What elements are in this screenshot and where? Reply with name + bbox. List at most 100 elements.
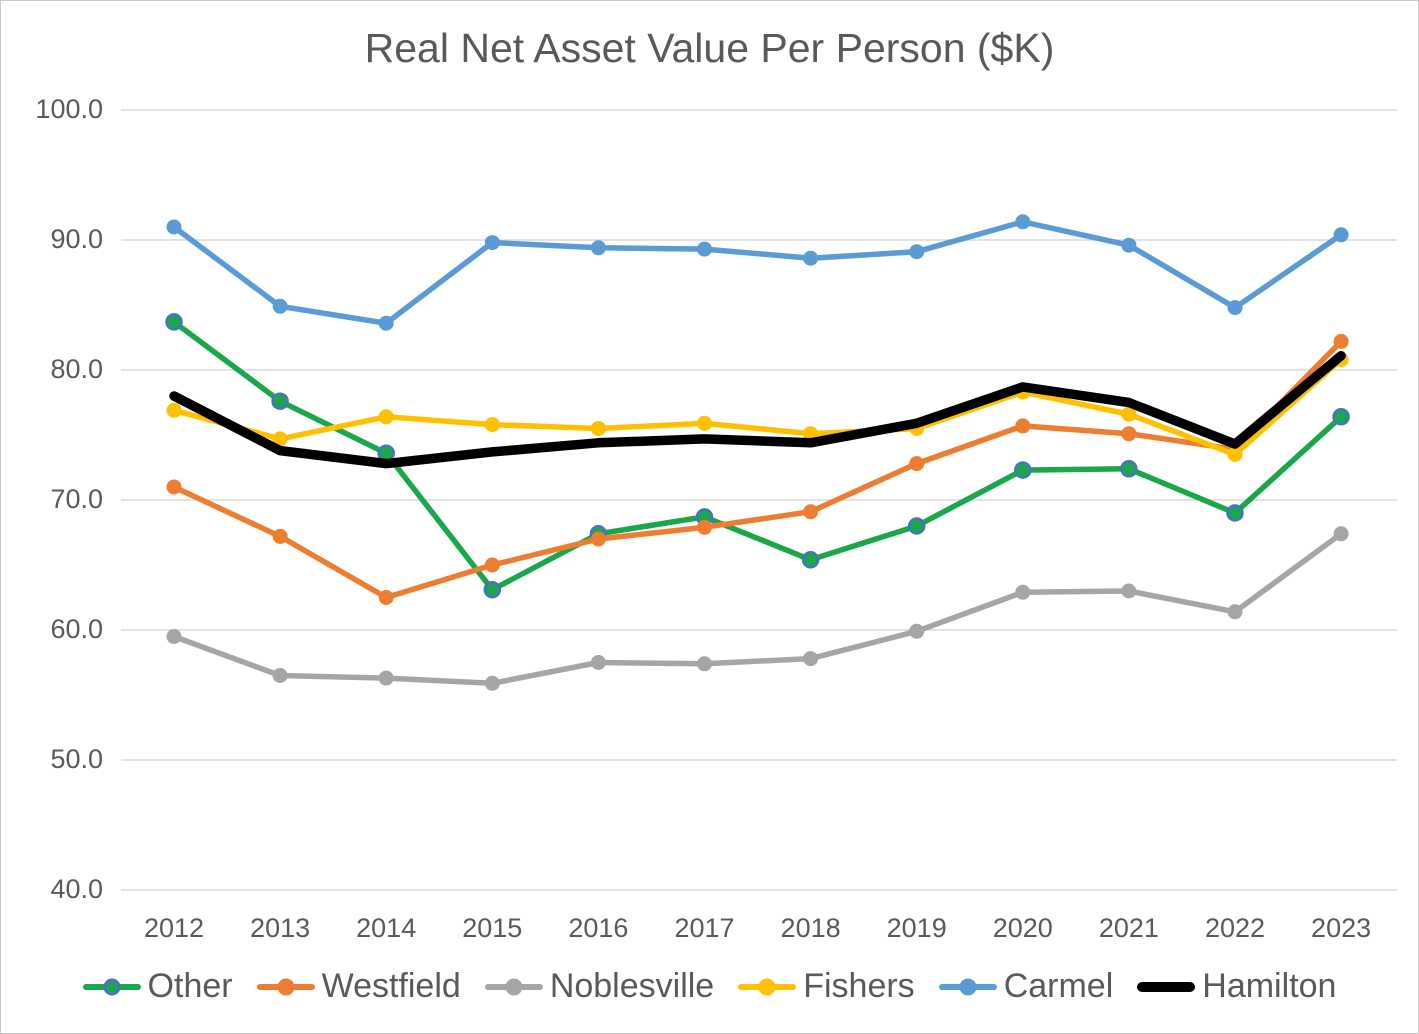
x-tick-label: 2014 bbox=[356, 913, 417, 943]
data-point-marker bbox=[1333, 227, 1349, 243]
data-point-marker bbox=[590, 531, 606, 547]
legend-label: Fishers bbox=[803, 967, 915, 1005]
legend-label: Westfield bbox=[321, 967, 461, 1005]
data-point-marker bbox=[803, 651, 819, 667]
data-point-marker bbox=[1332, 408, 1350, 426]
x-tick-label: 2021 bbox=[1098, 913, 1159, 943]
legend-item-other: Other bbox=[82, 967, 233, 1006]
legend-item-noblesville: Noblesville bbox=[484, 967, 715, 1006]
data-point-marker bbox=[272, 431, 288, 447]
data-point-marker bbox=[590, 655, 606, 670]
data-point-marker bbox=[1226, 504, 1244, 522]
data-point-marker bbox=[166, 402, 182, 418]
legend-line-icon bbox=[1137, 981, 1196, 992]
legend-swatch-westfield bbox=[256, 977, 315, 997]
data-point-marker bbox=[1015, 418, 1031, 434]
y-tick-label: 40.0 bbox=[50, 874, 103, 904]
x-tick-label: 2022 bbox=[1204, 913, 1266, 943]
legend-label: Noblesville bbox=[549, 967, 715, 1005]
data-point-marker bbox=[1333, 333, 1349, 349]
series-line-noblesville bbox=[171, 531, 1344, 687]
legend-item-westfield: Westfield bbox=[256, 967, 461, 1006]
data-point-marker bbox=[378, 315, 394, 331]
legend: Other Westfield Noblesville Fishers Carmel Ha… bbox=[1, 967, 1418, 1006]
x-tick-label: 2015 bbox=[462, 913, 523, 943]
data-point-marker bbox=[907, 517, 926, 535]
legend-label: Hamilton bbox=[1202, 967, 1337, 1005]
data-point-marker bbox=[165, 313, 183, 331]
x-tick-label: 2013 bbox=[250, 913, 311, 943]
data-point-marker bbox=[697, 519, 712, 535]
data-point-marker bbox=[166, 219, 182, 235]
data-point-marker bbox=[484, 417, 500, 433]
legend-swatch-carmel bbox=[938, 977, 997, 997]
data-point-marker bbox=[697, 415, 712, 431]
data-point-marker bbox=[909, 244, 925, 260]
data-point-marker bbox=[484, 675, 500, 691]
data-point-marker bbox=[1121, 583, 1137, 599]
data-point-marker bbox=[801, 551, 820, 569]
legend-item-fishers: Fishers bbox=[738, 967, 915, 1006]
data-point-marker bbox=[697, 656, 712, 672]
data-point-marker bbox=[483, 580, 502, 599]
y-tick-label: 70.0 bbox=[50, 484, 103, 514]
legend-dot-icon bbox=[758, 978, 776, 995]
legend-swatch-hamilton bbox=[1137, 977, 1196, 997]
data-point-marker bbox=[378, 409, 394, 425]
data-point-marker bbox=[166, 629, 182, 644]
data-point-marker bbox=[1014, 461, 1032, 479]
data-point-marker bbox=[484, 235, 500, 251]
series-line-fishers bbox=[171, 356, 1344, 458]
y-tick-label: 90.0 bbox=[50, 224, 103, 254]
legend-item-hamilton: Hamilton bbox=[1137, 967, 1336, 1006]
data-point-marker bbox=[166, 479, 182, 495]
legend-swatch-other bbox=[82, 977, 141, 997]
data-point-marker bbox=[1121, 426, 1137, 442]
data-point-marker bbox=[272, 668, 288, 683]
data-point-marker bbox=[1227, 300, 1243, 316]
legend-swatch-fishers bbox=[738, 977, 797, 997]
chart-title: Real Net Asset Value Per Person ($K) bbox=[364, 25, 1055, 71]
data-point-marker bbox=[272, 298, 288, 314]
data-point-marker bbox=[1015, 214, 1031, 230]
data-point-marker bbox=[1120, 460, 1138, 478]
data-point-marker bbox=[1227, 604, 1243, 620]
x-tick-label: 2023 bbox=[1311, 913, 1372, 943]
y-tick-label: 100.0 bbox=[35, 94, 103, 124]
data-point-marker bbox=[1121, 237, 1137, 253]
data-point-marker bbox=[697, 241, 712, 257]
data-point-marker bbox=[1333, 526, 1349, 542]
series-line-carmel bbox=[171, 219, 1344, 326]
data-point-marker bbox=[1121, 406, 1137, 422]
legend-swatch-noblesville bbox=[484, 977, 543, 997]
x-tick-label: 2017 bbox=[674, 913, 735, 943]
data-point-marker bbox=[1227, 447, 1243, 462]
data-point-marker bbox=[1015, 584, 1031, 600]
data-point-marker bbox=[271, 392, 289, 410]
y-tick-label: 60.0 bbox=[50, 614, 103, 644]
x-tick-label: 2018 bbox=[780, 913, 841, 943]
legend-dot-icon bbox=[959, 978, 977, 995]
legend-dot-icon bbox=[103, 978, 121, 995]
data-point-marker bbox=[378, 590, 394, 605]
data-point-marker bbox=[590, 240, 606, 256]
legend-item-carmel: Carmel bbox=[938, 967, 1114, 1006]
x-tick-label: 2019 bbox=[886, 913, 947, 943]
series-line-other bbox=[171, 319, 1344, 593]
legend-label: Other bbox=[147, 967, 233, 1005]
legend-label: Carmel bbox=[1003, 967, 1114, 1005]
y-tick-label: 50.0 bbox=[50, 744, 103, 774]
legend-dot-icon bbox=[277, 978, 295, 995]
legend-dot-icon bbox=[505, 978, 523, 995]
data-point-marker bbox=[484, 557, 500, 573]
y-tick-label: 80.0 bbox=[50, 354, 103, 384]
data-point-marker bbox=[378, 670, 394, 686]
data-point-marker bbox=[909, 456, 925, 472]
data-point-marker bbox=[803, 504, 819, 520]
data-point-marker bbox=[909, 623, 925, 639]
series-line-hamilton bbox=[169, 350, 1346, 469]
x-tick-label: 2012 bbox=[143, 913, 205, 943]
data-point-marker bbox=[803, 250, 819, 266]
